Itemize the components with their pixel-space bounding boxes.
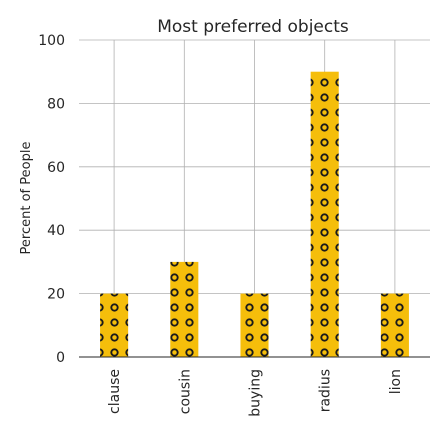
y-tick-label: 20 bbox=[47, 287, 65, 303]
bar-cousin bbox=[170, 261, 199, 357]
bar-buying bbox=[240, 293, 269, 357]
bar-radius bbox=[310, 71, 339, 357]
x-tick-label: lion bbox=[388, 369, 404, 394]
y-tick-label: 100 bbox=[38, 33, 65, 49]
axes: 0 20 40 60 80 100 clause cousin buying radius lion bbox=[38, 33, 430, 417]
x-tick-label: buying bbox=[248, 369, 264, 417]
x-tick-label: cousin bbox=[177, 369, 193, 414]
y-tick-label: 80 bbox=[47, 96, 65, 112]
chart-title: Most preferred objects bbox=[157, 17, 349, 37]
y-tick-label: 0 bbox=[56, 350, 65, 366]
bars bbox=[100, 71, 409, 357]
y-axis-label: Percent of People bbox=[19, 142, 34, 255]
x-tick-label: radius bbox=[318, 369, 334, 412]
bar-lion bbox=[380, 293, 409, 357]
y-tick-label: 40 bbox=[47, 223, 65, 239]
bar-clause bbox=[100, 293, 129, 357]
x-tick-label: clause bbox=[107, 369, 123, 414]
y-tick-label: 60 bbox=[47, 160, 65, 176]
